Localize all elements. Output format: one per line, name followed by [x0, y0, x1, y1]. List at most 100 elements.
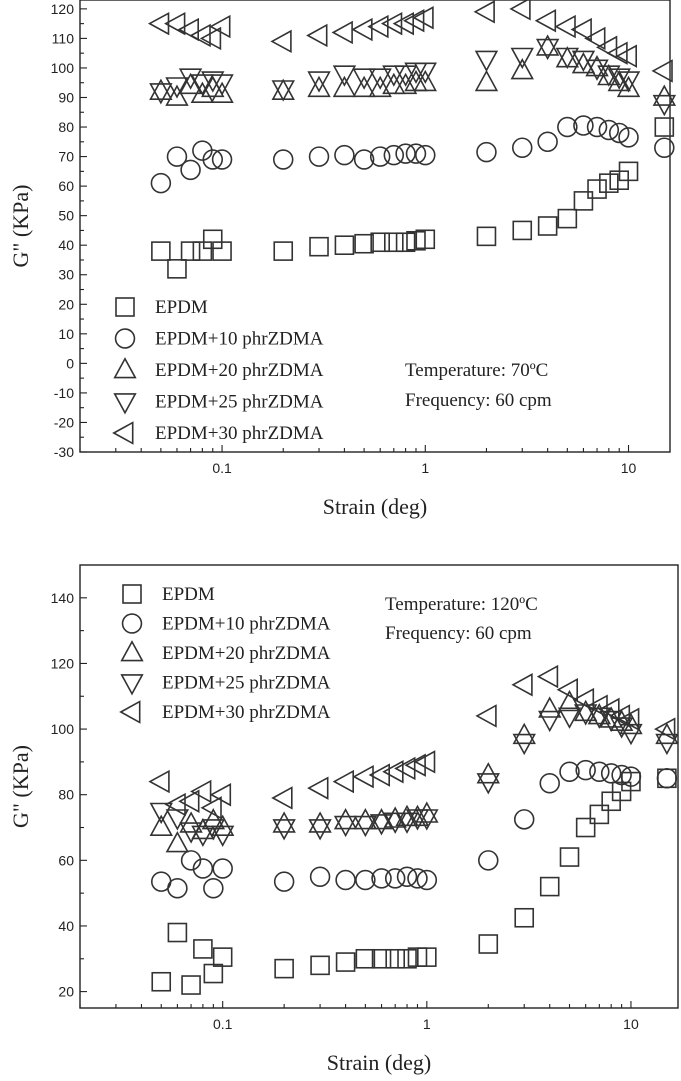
data-point — [652, 94, 677, 117]
data-point — [271, 80, 295, 102]
data-point — [573, 191, 594, 211]
data-point — [474, 69, 499, 92]
data-point — [164, 792, 186, 817]
data-point — [417, 947, 437, 967]
y-axis-label: G" (KPa) — [8, 745, 33, 828]
data-point — [407, 868, 428, 889]
data-point — [538, 696, 562, 718]
data-point — [201, 819, 226, 841]
legend-label: EPDM+10 phrZDMA — [155, 329, 324, 350]
data-point — [178, 68, 203, 90]
data-point — [557, 707, 582, 729]
data-point — [618, 127, 639, 148]
data-point — [178, 72, 203, 95]
data-point — [334, 144, 355, 166]
data-point — [575, 759, 596, 781]
data-point — [212, 241, 232, 261]
data-point — [331, 20, 353, 45]
data-point — [598, 697, 620, 722]
data-point — [209, 783, 232, 807]
data-point — [352, 75, 376, 98]
legend-label: EPDM+30 phrZDMA — [162, 702, 331, 723]
data-point — [656, 768, 678, 789]
data-point — [212, 947, 233, 967]
data-point — [392, 11, 415, 36]
legend-marker — [121, 613, 143, 634]
x-tick-label: 0.1 — [213, 1016, 233, 1032]
data-point — [514, 907, 535, 928]
y-tick-label: 20 — [58, 296, 74, 312]
data-point — [369, 808, 394, 830]
data-point — [211, 149, 233, 170]
data-point — [352, 764, 374, 789]
data-point — [383, 144, 405, 166]
data-point — [384, 232, 404, 253]
data-point — [177, 17, 199, 42]
data-point — [355, 948, 376, 969]
data-point — [353, 149, 375, 170]
data-point — [353, 815, 378, 838]
data-point — [556, 677, 579, 702]
data-point — [537, 131, 558, 153]
data-point — [383, 812, 407, 834]
data-point — [618, 707, 640, 731]
y-tick-label: 100 — [51, 60, 75, 76]
data-point — [332, 65, 357, 87]
data-point — [536, 664, 559, 689]
series-1 — [150, 759, 678, 899]
data-point — [369, 146, 391, 167]
data-point — [150, 172, 172, 194]
data-point — [166, 146, 188, 167]
data-point — [404, 753, 426, 777]
data-point — [395, 232, 416, 253]
y-axis-label: G" (KPa) — [8, 185, 33, 268]
data-point — [164, 11, 186, 36]
data-point — [654, 137, 675, 158]
legend-marker — [113, 393, 137, 415]
y-tick-label: 110 — [52, 30, 75, 46]
data-point — [575, 817, 596, 838]
data-point — [190, 779, 212, 804]
data-point — [538, 710, 562, 733]
annotation-text: Frequency: 60 cpm — [385, 623, 532, 644]
data-point — [415, 801, 439, 823]
data-point — [393, 72, 418, 95]
data-point — [396, 866, 418, 887]
data-point — [210, 81, 234, 103]
data-point — [572, 687, 595, 712]
data-point — [271, 78, 295, 100]
legend-label: EPDM — [155, 297, 208, 318]
data-point — [189, 23, 211, 48]
y-tick-label: 70 — [58, 149, 74, 165]
data-point — [512, 220, 533, 241]
data-point — [586, 116, 608, 138]
data-point — [209, 14, 231, 39]
data-point — [397, 948, 417, 969]
data-point — [394, 756, 416, 781]
y-tick-label: 60 — [58, 178, 74, 194]
data-point — [607, 68, 631, 90]
data-point — [352, 68, 376, 90]
data-point — [585, 59, 609, 81]
data-point — [620, 766, 642, 787]
data-point — [212, 858, 233, 879]
data-point — [651, 59, 673, 83]
chart-panel-top: -30-20-1001020304050607080901001101200.1… — [8, 0, 677, 519]
data-point — [478, 850, 499, 871]
data-point — [200, 796, 222, 820]
data-point — [271, 786, 293, 810]
data-point — [190, 74, 215, 96]
data-point — [539, 876, 560, 897]
data-point — [598, 119, 620, 141]
data-point — [413, 62, 437, 84]
data-point — [403, 8, 425, 33]
data-point — [149, 83, 173, 105]
data-point — [607, 69, 631, 92]
data-point — [573, 115, 594, 136]
data-point — [308, 819, 332, 841]
y-tick-label: 0 — [66, 355, 74, 371]
series-3 — [149, 704, 679, 847]
data-point — [475, 704, 497, 728]
